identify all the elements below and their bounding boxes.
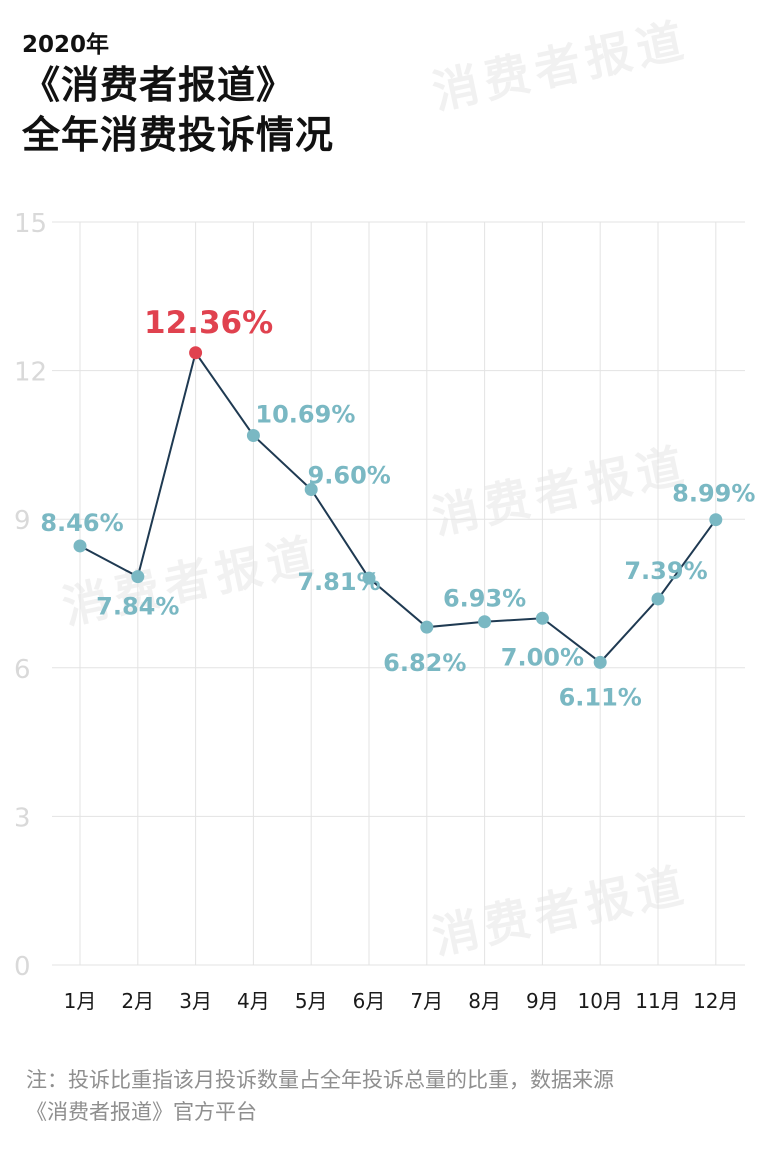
data-label: 8.46%: [40, 509, 123, 537]
y-tick-label: 3: [14, 803, 31, 833]
footnote: 注：投诉比重指该月投诉数量占全年投诉总量的比重，数据来源 《消费者报道》官方平台: [26, 1064, 746, 1128]
data-labels: 8.46% 7.84% 12.36% 10.69% 9.60% 7.81% 6.82% 6.9…: [40, 305, 755, 712]
chart-header: 2020年 《消费者报道》 全年消费投诉情况: [22, 30, 722, 160]
chart-title-line1: 《消费者报道》: [22, 63, 296, 107]
x-tick-label: 2月: [121, 989, 154, 1013]
x-tick-label: 12月: [693, 989, 738, 1013]
y-tick-label: 12: [14, 358, 47, 388]
y-tick-label: 0: [14, 952, 31, 982]
series-line: [79, 350, 717, 664]
data-label: 7.00%: [501, 643, 584, 671]
x-tick-label: 3月: [179, 989, 212, 1013]
year-label: 2020年: [22, 32, 110, 58]
x-tick-label: 6月: [353, 989, 386, 1013]
data-point: [73, 539, 87, 553]
data-points: [73, 346, 723, 669]
x-tick-label: 4月: [237, 989, 270, 1013]
line-chart: 0 3 6 9 12 15 1月 2月 3月 4月 5月 6月 7月 8月 9月 10月 11月 12月 8.4…: [14, 209, 755, 1013]
data-label: 9.60%: [308, 461, 391, 489]
data-label: 12.36%: [144, 305, 273, 341]
x-tick-label: 11月: [635, 989, 680, 1013]
chart-title-line2: 全年消费投诉情况: [22, 113, 335, 157]
x-tick-label: 8月: [468, 989, 501, 1013]
data-label: 10.69%: [255, 400, 355, 428]
data-label: 8.99%: [672, 480, 755, 508]
data-point: [420, 620, 434, 634]
x-axis-ticks: 1月 2月 3月 4月 5月 6月 7月 8月 9月 10月 11月 12月: [64, 989, 739, 1013]
data-point: [131, 570, 145, 584]
gridlines: [52, 221, 745, 966]
data-point: [189, 346, 203, 360]
footnote-line2: 《消费者报道》官方平台: [26, 1100, 257, 1124]
footnote-line1: 注：投诉比重指该月投诉数量占全年投诉总量的比重，数据来源: [26, 1068, 614, 1092]
data-label: 6.11%: [559, 683, 642, 711]
data-label: 6.93%: [443, 585, 526, 613]
x-tick-label: 10月: [577, 989, 622, 1013]
data-point: [246, 428, 260, 442]
data-point: [593, 655, 607, 669]
y-tick-label: 6: [14, 655, 31, 685]
x-tick-label: 9月: [526, 989, 559, 1013]
y-tick-label: 9: [14, 506, 31, 536]
y-tick-label: 15: [14, 209, 47, 239]
x-tick-label: 1月: [64, 989, 97, 1013]
x-tick-label: 5月: [295, 989, 328, 1013]
data-label: 7.84%: [96, 593, 179, 621]
data-label: 7.81%: [297, 568, 380, 596]
x-tick-label: 7月: [410, 989, 443, 1013]
data-point: [709, 513, 723, 527]
data-point: [362, 571, 376, 585]
data-label: 6.82%: [383, 649, 466, 677]
data-point: [304, 482, 318, 496]
data-point: [535, 611, 549, 625]
series-polyline: [79, 350, 717, 664]
data-point: [478, 615, 492, 629]
data-label: 7.39%: [624, 557, 707, 585]
data-point: [651, 592, 665, 606]
y-axis-ticks: 0 3 6 9 12 15: [14, 209, 47, 982]
